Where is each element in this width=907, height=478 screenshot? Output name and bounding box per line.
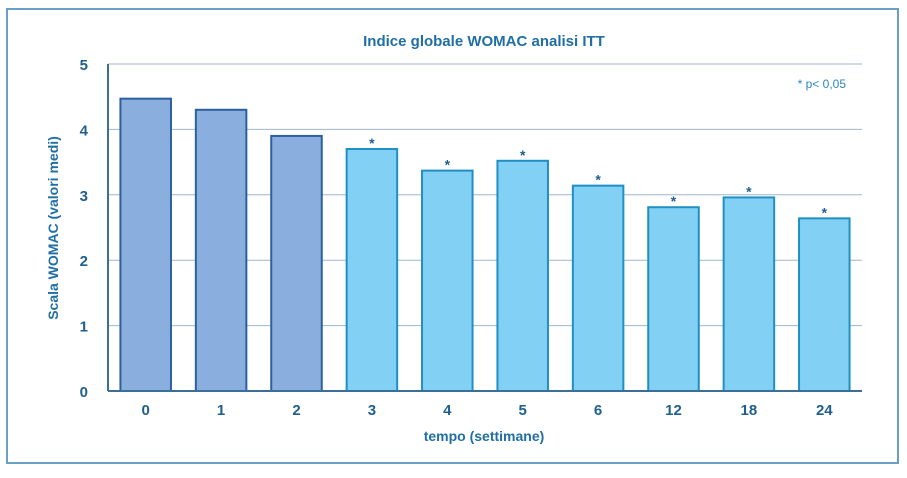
bar	[270, 134, 323, 392]
significance-markers: * * * * * * *	[369, 135, 827, 220]
bar	[421, 169, 474, 392]
x-tick-label: 24	[816, 402, 833, 419]
y-tick-label: 0	[80, 384, 88, 401]
chart-title: Indice globale WOMAC analisi ITT	[363, 33, 605, 50]
x-tick-label: 3	[368, 402, 376, 419]
x-axis-label: tempo (settimane)	[424, 428, 545, 444]
bars	[119, 97, 851, 393]
bar	[571, 184, 625, 392]
y-tick-labels: 0 1 2 3 4 5	[80, 57, 89, 401]
y-tick-label: 3	[80, 188, 88, 205]
y-axis-label: Scala WOMAC (valori medi)	[45, 136, 61, 320]
significance-star: *	[595, 172, 601, 188]
bar	[722, 196, 776, 392]
significance-star: *	[445, 157, 451, 173]
y-tick-label: 2	[80, 253, 88, 270]
x-tick-label: 2	[292, 402, 300, 419]
bar	[798, 217, 851, 392]
x-tick-label: 5	[519, 402, 527, 419]
y-tick-label: 1	[80, 319, 88, 336]
significance-star: *	[671, 193, 677, 209]
significance-note: * p< 0,05	[798, 77, 847, 91]
x-tick-label: 4	[443, 402, 452, 419]
bar	[345, 148, 399, 392]
x-tick-label: 12	[665, 402, 682, 419]
significance-star: *	[822, 204, 828, 220]
significance-star: *	[520, 147, 526, 163]
significance-star: *	[369, 135, 375, 151]
bar	[496, 159, 549, 392]
bar	[194, 108, 248, 392]
significance-star: *	[746, 183, 752, 199]
x-tick-label: 18	[741, 402, 758, 419]
x-tick-label: 0	[142, 402, 150, 419]
y-tick-label: 5	[80, 57, 88, 74]
x-tick-labels: 0 1 2 3 4 5 6 12 18 24	[142, 402, 834, 419]
x-tick-label: 1	[217, 402, 225, 419]
bar	[119, 97, 172, 393]
bar	[647, 206, 700, 392]
y-tick-label: 4	[80, 122, 89, 139]
x-tick-label: 6	[594, 402, 602, 419]
